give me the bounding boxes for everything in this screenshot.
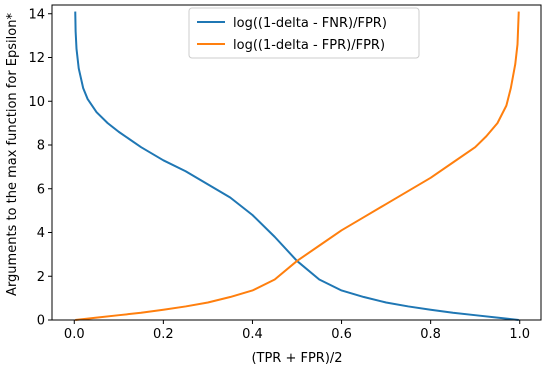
legend-entry-fnr: log((1-delta - FNR)/FPR) [233,16,387,31]
x-axis-label: (TPR + FPR)/2 [251,351,342,366]
x-tick-label: 0.0 [64,327,85,342]
legend-box [188,7,420,59]
plot-frame [51,4,542,321]
y-tick-label: 6 [37,182,45,197]
y-tick-label: 14 [28,7,45,22]
legend-entry-fpr: log((1-delta - FPR)/FPR) [233,38,385,53]
y-tick-label: 12 [28,51,45,66]
plot-lines [74,11,520,321]
x-tick-label: 0.4 [242,327,263,342]
y-axis: 0 2 4 6 8 10 12 14 [28,7,52,329]
legend: log((1-delta - FNR)/FPR) log((1-delta - … [188,7,420,59]
series-line-0 [74,11,519,321]
x-tick-label: 0.8 [420,327,441,342]
x-tick-label: 0.6 [331,327,352,342]
x-tick-label: 1.0 [509,327,530,342]
y-tick-label: 0 [37,314,45,329]
x-axis: 0.0 0.2 0.4 0.6 0.8 1.0 [64,320,530,342]
y-tick-label: 10 [28,95,45,110]
series-line-1 [75,11,520,321]
y-tick-label: 2 [37,270,45,285]
y-tick-label: 8 [37,139,45,154]
x-tick-label: 0.2 [153,327,174,342]
y-axis-label: Arguments to the max function for Epsilo… [5,13,20,296]
y-tick-label: 4 [37,226,45,241]
